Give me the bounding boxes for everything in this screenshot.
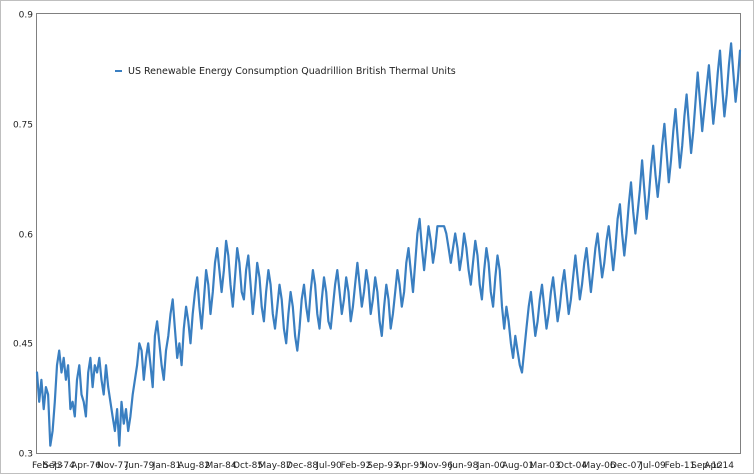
x-axis-ticks: Feb-73Sep-74Apr-76Nov-77Jun-79Jan-81Aug-… (32, 461, 734, 471)
x-tick-label: Apr-76 (71, 461, 101, 471)
y-tick-label: 0.45 (13, 340, 33, 350)
series-layer (35, 42, 742, 447)
x-tick-label: Feb-73 (32, 461, 63, 471)
x-tick-label: Dec-07 (610, 461, 642, 471)
x-tick-label: Mar-84 (205, 461, 236, 471)
x-tick-label: Jan-81 (152, 461, 182, 471)
x-tick-label: Aug-01 (502, 461, 534, 471)
x-tick-label: Jan-00 (476, 461, 506, 471)
x-tick-label: Aug-82 (178, 461, 210, 471)
x-tick-label: Jul-90 (315, 461, 342, 471)
y-tick-label: 0.75 (13, 121, 33, 131)
x-tick-label: Oct-04 (557, 461, 588, 471)
x-tick-label: Feb-11 (665, 461, 696, 471)
x-tick-label: Feb-92 (341, 461, 372, 471)
x-tick-label: Jul-09 (639, 461, 666, 471)
y-axis-ticks: 0.3 0.45 0.6 0.75 0.9 (13, 11, 33, 460)
x-tick-label: Nov-77 (97, 461, 129, 471)
x-tick-label: Nov-96 (421, 461, 453, 471)
x-tick-label: May-87 (258, 461, 291, 471)
x-tick-label: Dec-88 (286, 461, 318, 471)
x-tick-label: Sep-93 (367, 461, 399, 471)
y-tick-label: 0.6 (19, 231, 34, 241)
legend: US Renewable Energy Consumption Quadrill… (115, 66, 456, 77)
x-tick-label: Jun-98 (449, 461, 479, 471)
x-tick-label: Jun-79 (125, 461, 155, 471)
x-tick-label: Apr-95 (395, 461, 425, 471)
x-tick-label: Sep-74 (43, 461, 75, 471)
x-tick-label: Oct-85 (233, 461, 263, 471)
series-line (35, 42, 742, 447)
x-tick-label: Apr-14 (704, 461, 734, 471)
x-tick-label: Mar-03 (529, 461, 560, 471)
x-tick-label: Sep-12 (691, 461, 723, 471)
legend-label: US Renewable Energy Consumption Quadrill… (128, 66, 456, 77)
x-tick-label: May-06 (582, 461, 615, 471)
y-tick-label: 0.9 (19, 11, 34, 21)
y-tick-label: 0.3 (19, 450, 33, 460)
